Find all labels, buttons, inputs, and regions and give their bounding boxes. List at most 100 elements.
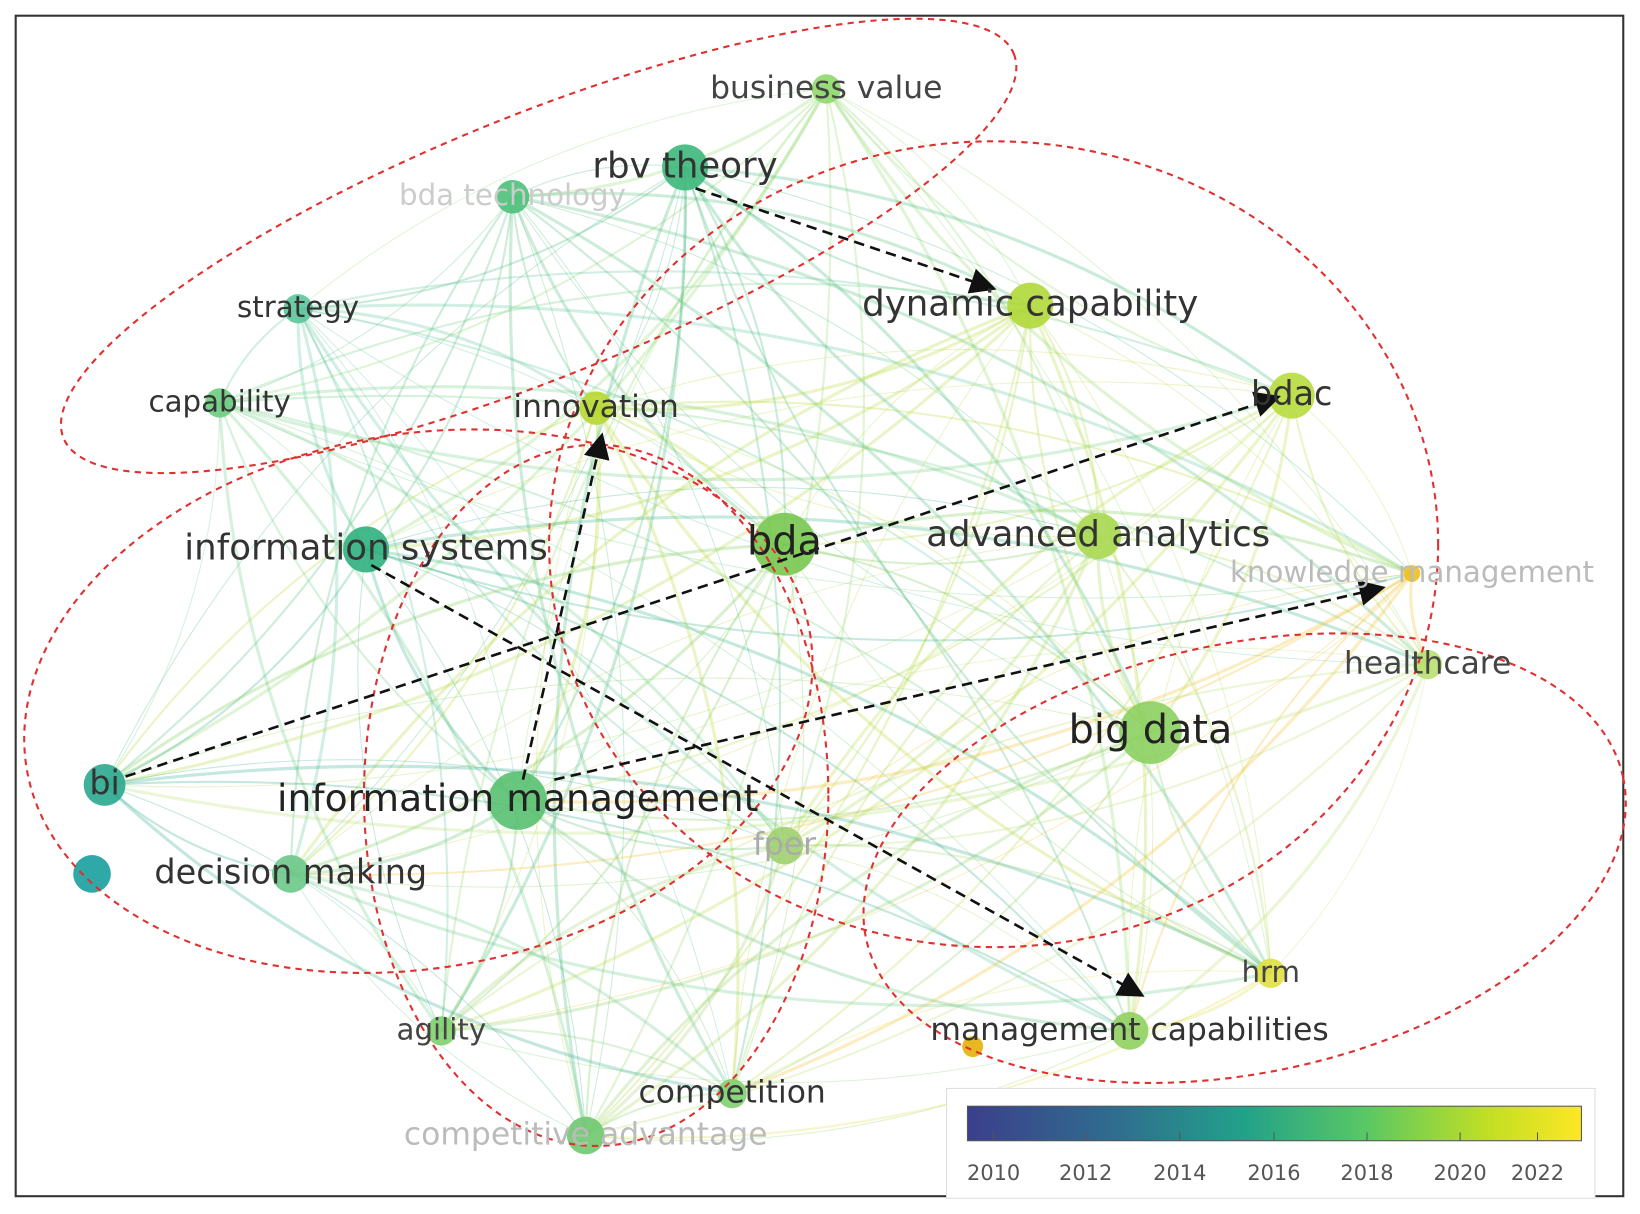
edge xyxy=(512,196,1099,537)
edge xyxy=(104,402,221,786)
edge xyxy=(517,394,1293,802)
edge xyxy=(219,402,1130,1032)
edge xyxy=(104,759,785,847)
edge xyxy=(1029,305,1100,536)
edge xyxy=(440,88,828,1031)
edge xyxy=(103,88,828,787)
edge xyxy=(1028,304,1148,1032)
edge xyxy=(512,191,1031,307)
edge xyxy=(365,548,785,846)
edge xyxy=(512,196,625,1136)
edge xyxy=(297,308,785,847)
edge xyxy=(731,970,1271,1095)
edge xyxy=(731,732,1152,1095)
edge xyxy=(290,535,1099,875)
edge xyxy=(1128,663,1430,1033)
node xyxy=(1256,958,1286,988)
edge xyxy=(783,305,1032,847)
edge xyxy=(684,167,782,1094)
edge xyxy=(784,394,1293,546)
node-label: information management xyxy=(277,776,758,820)
edge xyxy=(219,88,828,404)
edge xyxy=(365,515,1429,667)
edge xyxy=(594,407,1272,975)
edge xyxy=(297,308,449,1031)
node-label: competition xyxy=(638,1075,825,1111)
node-label: decision making xyxy=(154,852,427,891)
edge xyxy=(218,402,443,1032)
edge xyxy=(289,304,1031,875)
edge xyxy=(103,196,514,786)
edge xyxy=(584,543,786,1136)
edge xyxy=(103,407,597,786)
node xyxy=(662,144,709,191)
edge xyxy=(1149,395,1294,734)
edge xyxy=(219,282,1031,404)
colorbar-tick-label: 2016 xyxy=(1247,1161,1300,1185)
edge xyxy=(104,663,1429,835)
colorbar-tick-label: 2018 xyxy=(1340,1161,1393,1185)
node-label: healthcare xyxy=(1344,646,1511,682)
edge xyxy=(511,195,1273,975)
edge xyxy=(584,731,1152,1137)
edge xyxy=(365,486,1099,550)
edge xyxy=(104,677,1151,786)
edge xyxy=(1097,535,1272,974)
edge xyxy=(784,844,1272,975)
edge xyxy=(511,196,786,546)
edge xyxy=(365,548,1413,642)
edge xyxy=(516,408,601,802)
edge xyxy=(290,395,1293,875)
edge xyxy=(364,549,519,802)
edge xyxy=(297,308,1428,666)
cluster-outline xyxy=(548,140,1440,949)
edge xyxy=(684,166,1413,574)
edge xyxy=(825,88,1293,397)
edge xyxy=(290,167,686,875)
edge xyxy=(365,548,1131,1032)
node-label: agility xyxy=(397,1012,487,1046)
edge xyxy=(584,88,832,1137)
edge xyxy=(511,196,597,409)
edge xyxy=(784,534,1099,565)
edges xyxy=(103,87,1430,1142)
node-label: rbv theory xyxy=(592,145,777,186)
edge xyxy=(517,543,785,802)
edge xyxy=(297,307,1152,734)
edge xyxy=(290,873,442,1032)
node-label: bi xyxy=(89,763,120,802)
edge xyxy=(684,167,1272,975)
edge xyxy=(783,394,1293,847)
edge xyxy=(104,304,1032,787)
cluster-outline xyxy=(59,17,1018,475)
edge xyxy=(535,407,597,1136)
node xyxy=(271,855,310,893)
arrow xyxy=(695,187,997,294)
node-label: knowledge management xyxy=(1230,555,1594,589)
edge xyxy=(1029,305,1152,734)
edge xyxy=(783,305,1031,545)
edge xyxy=(783,88,865,846)
edge xyxy=(290,873,586,1136)
edge xyxy=(441,731,1152,1033)
edge xyxy=(684,165,1293,397)
node-label: information systems xyxy=(184,527,548,568)
edge xyxy=(826,88,1031,306)
node xyxy=(343,526,390,573)
node-label: business value xyxy=(710,70,942,106)
edge xyxy=(517,800,733,1094)
edge xyxy=(290,872,734,1095)
node xyxy=(1075,512,1122,559)
nodes xyxy=(73,74,1443,1155)
edge xyxy=(289,308,339,875)
edge xyxy=(584,535,1100,1137)
edge xyxy=(103,784,291,875)
edge xyxy=(297,308,519,801)
node-label: dynamic capability xyxy=(862,284,1198,325)
edge xyxy=(731,395,1293,1095)
edge xyxy=(684,166,786,545)
edge xyxy=(365,304,1032,552)
edge xyxy=(440,800,519,1032)
edge xyxy=(517,572,1413,804)
